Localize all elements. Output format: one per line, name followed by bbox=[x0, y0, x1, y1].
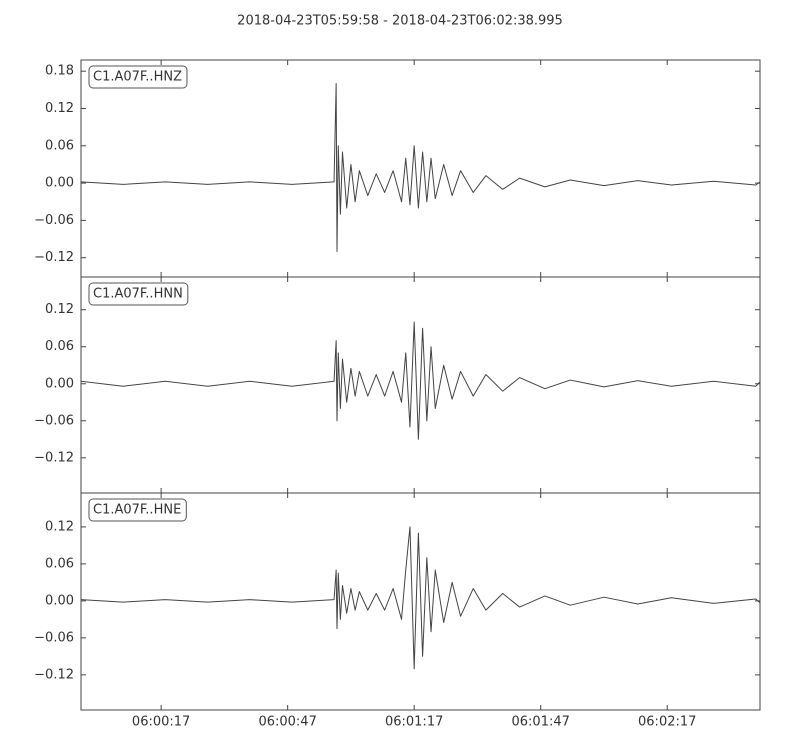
y-tick-label: 0.00 bbox=[45, 376, 74, 391]
x-tick-label: 06:00:17 bbox=[132, 715, 190, 730]
legend-label: C1.A07F..HNN bbox=[93, 287, 183, 302]
y-tick-label: 0.06 bbox=[45, 556, 74, 571]
y-tick-label: −0.12 bbox=[34, 250, 74, 265]
trace bbox=[80, 321, 761, 440]
legend-box bbox=[88, 498, 187, 522]
y-tick-label: −0.06 bbox=[34, 213, 74, 228]
y-tick-label: 0.12 bbox=[45, 302, 74, 317]
y-tick-label: 0.00 bbox=[45, 176, 74, 191]
legend-box bbox=[88, 65, 188, 89]
chart-title: 2018-04-23T05:59:58 - 2018-04-23T06:02:3… bbox=[237, 14, 563, 29]
x-tick-label: 06:02:17 bbox=[638, 715, 696, 730]
y-tick-label: 0.12 bbox=[45, 101, 74, 116]
y-tick-label: −0.06 bbox=[34, 630, 74, 645]
panel-frame bbox=[80, 492, 761, 711]
y-tick-label: 0.00 bbox=[45, 593, 74, 608]
y-tick-label: −0.06 bbox=[34, 413, 74, 428]
trace bbox=[80, 526, 761, 670]
x-tick-label: 06:01:47 bbox=[512, 715, 570, 730]
y-tick-label: −0.12 bbox=[34, 667, 74, 682]
y-tick-label: 0.12 bbox=[45, 519, 74, 534]
x-tick-label: 06:01:17 bbox=[385, 715, 443, 730]
legend-box bbox=[88, 282, 189, 306]
y-tick-label: 0.06 bbox=[45, 339, 74, 354]
y-tick-label: 0.18 bbox=[45, 64, 74, 79]
y-tick-label: −0.12 bbox=[34, 450, 74, 465]
trace bbox=[80, 83, 761, 253]
legend-label: C1.A07F..HNE bbox=[93, 503, 181, 518]
x-tick-label: 06:00:47 bbox=[258, 715, 316, 730]
y-tick-label: 0.06 bbox=[45, 138, 74, 153]
legend-label: C1.A07F..HNZ bbox=[93, 70, 182, 85]
panel-frame bbox=[80, 59, 761, 278]
